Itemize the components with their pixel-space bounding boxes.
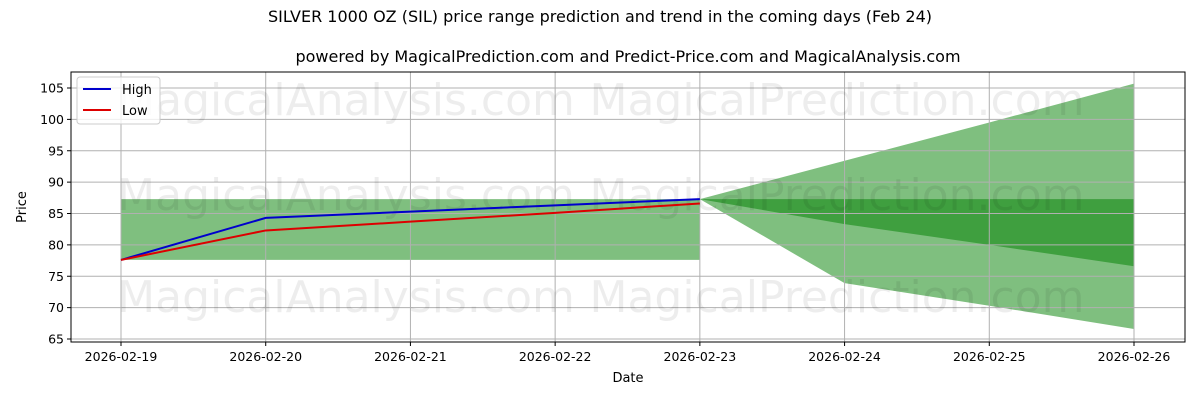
chart-title: SILVER 1000 OZ (SIL) price range predict… [268,7,932,26]
prediction-inner-range-band [699,199,1134,267]
x-tick-label: 2026-02-22 [519,349,592,364]
x-tick-label: 2026-02-26 [1098,349,1171,364]
x-axis-ticks: 2026-02-19 2026-02-20 2026-02-21 2026-02-22… [85,342,1171,364]
watermark-text: MagicalPrediction.com [590,272,1085,323]
grid-lines [71,72,1185,342]
y-tick-label: 90 [48,175,64,190]
watermark-text: MagicalPrediction.com [590,170,1085,221]
x-tick-label: 2026-02-23 [664,349,737,364]
y-tick-label: 95 [48,143,64,158]
x-tick-label: 2026-02-21 [374,349,447,364]
watermark-text: MagicalPrediction.com [590,75,1085,126]
y-tick-label: 80 [48,237,64,252]
y-tick-label: 85 [48,206,64,221]
watermark-text: MagicalAnalysis.com [117,272,575,323]
legend-high-label: High [122,83,152,98]
legend-low-label: Low [122,104,148,119]
y-tick-label: 65 [48,332,64,347]
x-axis-label: Date [612,371,643,386]
legend: High Low [76,76,161,125]
y-axis-label: Price [15,191,30,223]
low-series-line [120,202,700,261]
y-axis-ticks: 65 70 75 80 85 90 95 100 105 [40,81,71,347]
watermark-text: MagicalAnalysis.com [117,75,575,126]
x-tick-label: 2026-02-25 [953,349,1026,364]
x-tick-label: 2026-02-19 [85,349,158,364]
plot-area: MagicalAnalysis.com MagicalPrediction.com… [70,71,1186,343]
watermark-text: MagicalAnalysis.com [117,170,575,221]
y-tick-label: 70 [48,300,64,315]
plot-frame [70,71,1186,343]
y-tick-label: 100 [40,112,64,127]
x-tick-label: 2026-02-24 [808,349,881,364]
series-lines [120,198,700,261]
watermarks: MagicalAnalysis.com MagicalPrediction.com… [117,75,1084,323]
high-series-line [120,198,700,261]
chart-subtitle: powered by MagicalPrediction.com and Pre… [295,47,960,66]
y-tick-label: 105 [40,81,64,96]
x-tick-label: 2026-02-20 [229,349,302,364]
y-tick-label: 75 [48,269,64,284]
